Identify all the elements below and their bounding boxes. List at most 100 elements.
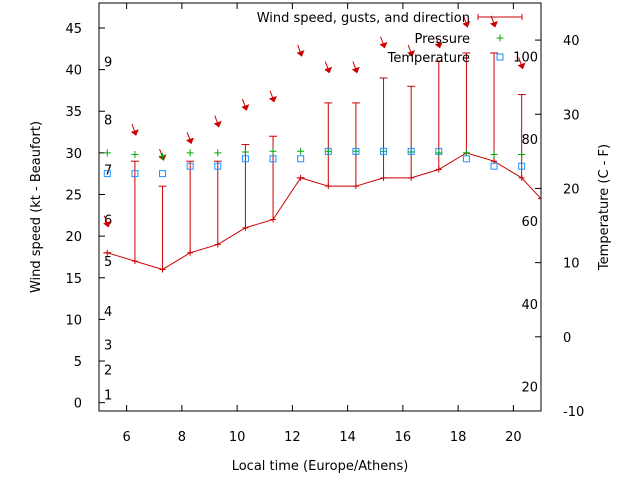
pressure-point [462,149,470,157]
series-layer [103,15,541,273]
fahrenheit-label: 60 [521,215,538,230]
direction-arrow-head [268,95,277,103]
x-tick-label: 14 [339,430,356,445]
wind-point [408,174,415,181]
temperature-point [214,162,222,170]
fahrenheit-label: 40 [521,298,538,313]
y-tick-label: 0 [74,397,82,412]
direction-arrow-head [517,62,526,70]
y-tick-label: 5 [74,355,82,370]
direction-arrow-head [379,41,388,49]
direction-arrow-head [351,66,360,74]
y2-tick-label: 0 [563,331,571,346]
x-tick-label: 6 [122,430,130,445]
y-tick-label: 30 [65,147,82,162]
wind-point [159,266,166,273]
temperature-point [131,170,139,178]
y-tick-label: 15 [65,272,82,287]
temperature-point [186,162,194,170]
direction-arrow-head [407,50,416,57]
temperature-point [490,162,498,170]
pressure-point [131,151,139,159]
temperature-point [324,147,332,155]
direction-arrow-head [434,41,443,49]
x-tick-label: 16 [395,430,412,445]
beaufort-label: 3 [104,338,112,353]
legend-label: Pressure [414,32,470,47]
pressure-point [435,149,443,157]
y-tick-label: 45 [65,22,82,37]
temperature-point [269,155,277,163]
legend-sample-plus [496,34,504,42]
legend-label: Temperature [387,51,470,66]
temperature-point [462,155,470,163]
wind-point [325,183,332,190]
wind-point [214,241,221,248]
pressure-point [352,147,360,155]
direction-arrow-head [296,50,305,57]
direction-arrow-head [462,21,471,28]
x-tick-label: 8 [178,430,186,445]
wind-line [107,152,541,270]
pressure-point [324,147,332,155]
temperature-point [518,162,526,170]
direction-arrow-head [103,220,112,228]
wind-point [435,166,442,173]
wind-point [538,195,541,202]
y2-tick-label: -10 [563,405,584,420]
y2-tick-label: 20 [563,182,580,197]
beaufort-label: 9 [104,55,112,70]
legend-sample-square [496,53,504,61]
temperature-point [241,155,249,163]
y-tick-label: 25 [65,189,82,204]
wind-point [187,249,194,256]
pressure-point [518,151,526,159]
x-axis-label: Local time (Europe/Athens) [232,459,409,474]
pressure-point [297,147,305,155]
wind-series [103,15,541,273]
fahrenheit-label: 20 [521,381,538,396]
direction-arrow-head [324,66,333,74]
y-tick-label: 20 [65,230,82,245]
y-axis-label: Wind speed (kt - Beaufort) [29,121,44,293]
temperature-point [435,147,443,155]
temperature-point [352,147,360,155]
direction-arrow-head [186,137,195,145]
wind-point [104,249,111,256]
direction-arrow-head [241,104,250,111]
x-tick-label: 12 [284,430,301,445]
pressure-point [214,149,222,157]
temperature-point [407,147,415,155]
wind-point [352,183,359,190]
wind-point [518,174,525,181]
wind-point [131,258,138,265]
beaufort-label: 1 [104,388,112,403]
plot-frame [98,2,542,412]
direction-arrow-head [130,129,139,136]
temperature-point [159,170,167,178]
x-tick-label: 10 [229,430,246,445]
wind-point [242,224,249,231]
beaufort-label: 2 [104,363,112,378]
pressure-point [380,147,388,155]
temperature-point [380,147,388,155]
y2-tick-label: 40 [563,34,580,49]
axis-ticks: 6 8 10 12 14 16 18 20051015202530354045-1001020… [65,3,584,445]
pressure-point [241,148,249,156]
y2-tick-label: 10 [563,257,580,272]
fahrenheit-label: 80 [521,133,538,148]
beaufort-label: 6 [104,213,112,228]
pressure-point [490,151,498,159]
pressure-point [186,149,194,157]
y-tick-label: 40 [65,64,82,79]
wind-point [297,174,304,181]
legend: Wind speed, gusts, and direction Pressure… [257,11,523,66]
beaufort-label: 5 [104,255,112,270]
direction-arrow-head [489,21,498,28]
wind-point [270,216,277,223]
legend-label: Wind speed, gusts, and direction [257,11,470,26]
beaufort-label: 8 [104,114,112,129]
pressure-point [269,147,277,155]
pressure-point [103,149,111,157]
y2-axis-label: Temperature (C - F) [597,144,612,271]
